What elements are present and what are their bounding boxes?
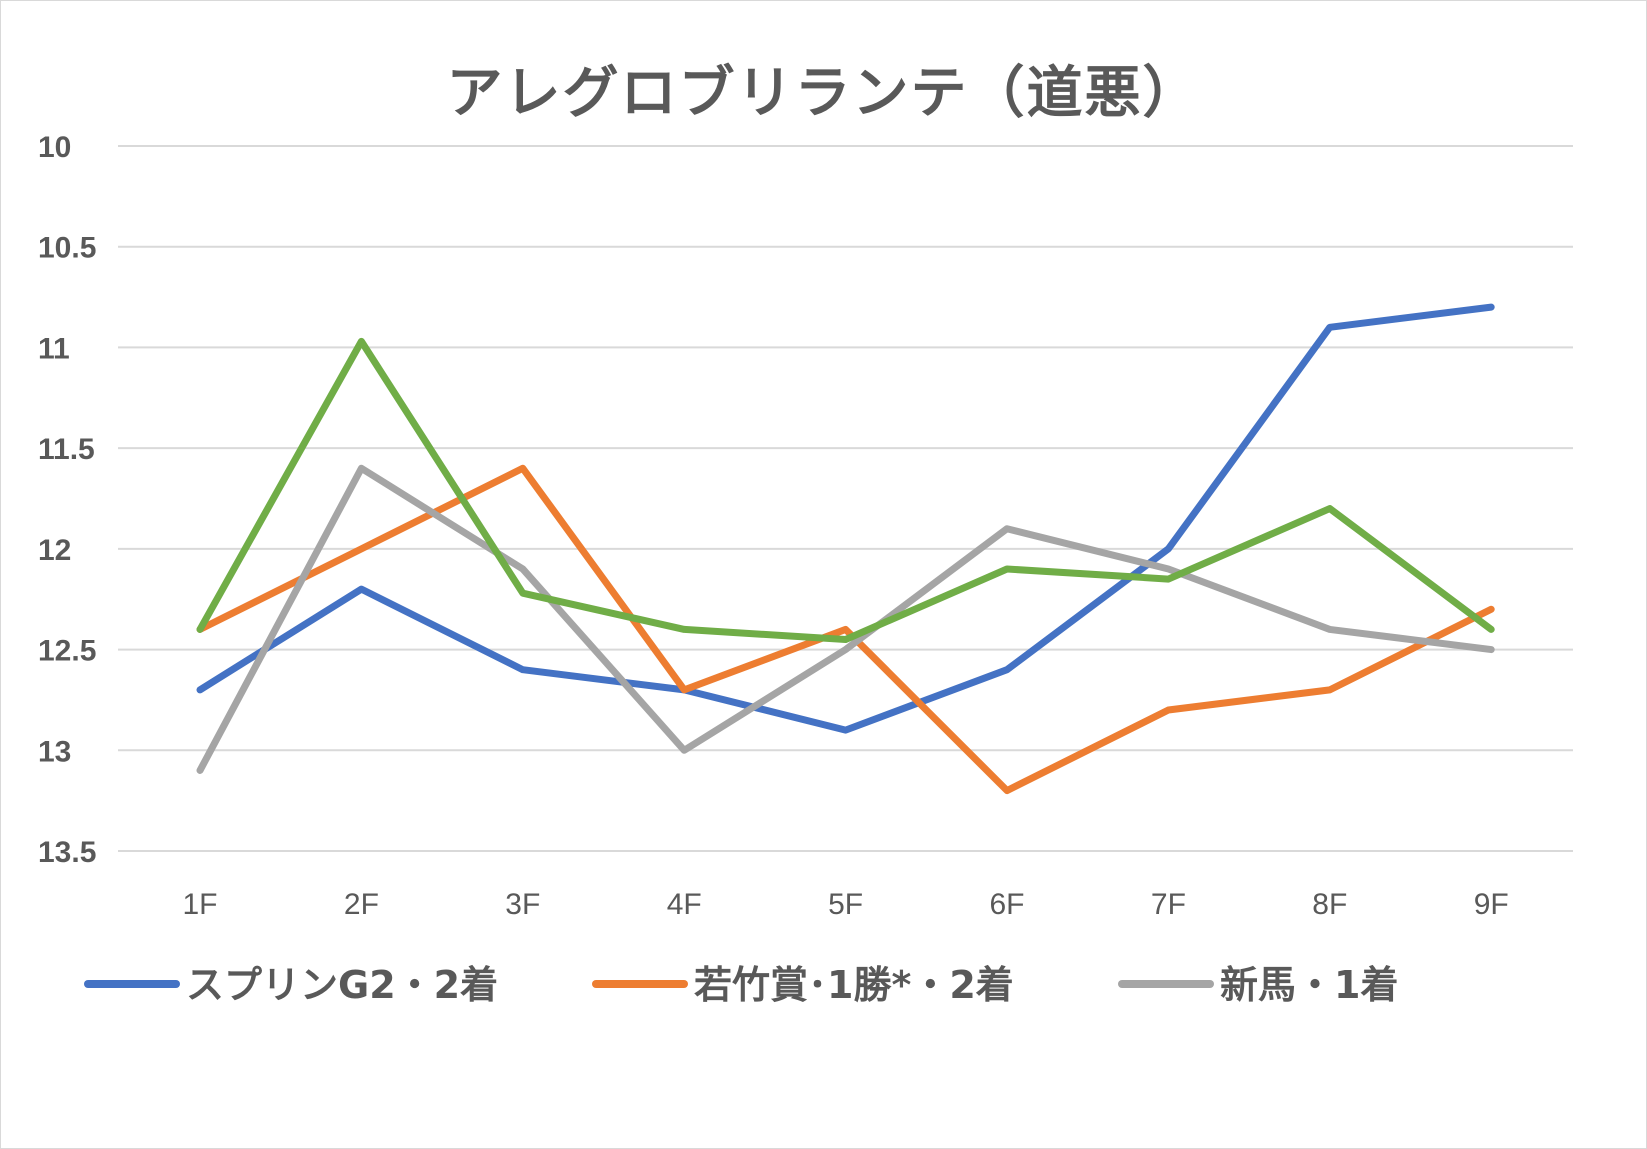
legend-label: 若竹賞･1勝*・2着 bbox=[694, 963, 1014, 1007]
legend: スプリンG2・2着 若竹賞･1勝*・2着 新馬・1着 bbox=[84, 963, 1398, 1007]
series-lines bbox=[196, 303, 1495, 795]
x-tick-label: 6F bbox=[989, 888, 1024, 921]
y-tick-label: 12.5 bbox=[38, 635, 96, 668]
series-line-3 bbox=[196, 337, 1495, 643]
y-tick-label: 10.5 bbox=[38, 232, 96, 265]
series-line-0 bbox=[196, 303, 1495, 734]
x-axis-ticks: 1F 2F 3F 4F 5F 6F 7F 8F 9F bbox=[182, 888, 1508, 921]
series-line-2 bbox=[196, 464, 1495, 774]
y-tick-label: 11.5 bbox=[38, 433, 95, 466]
y-axis-ticks: 10 10.5 11 11.5 12 12.5 13 13.5 bbox=[38, 131, 96, 869]
x-tick-label: 8F bbox=[1312, 888, 1347, 921]
legend-label: 新馬・1着 bbox=[1220, 963, 1398, 1007]
chart-title: アレグロブリランテ（道悪） bbox=[446, 61, 1201, 126]
x-tick-label: 5F bbox=[828, 888, 863, 921]
y-tick-label: 11 bbox=[38, 332, 70, 365]
x-tick-label: 2F bbox=[344, 888, 379, 921]
y-tick-label: 10 bbox=[38, 131, 71, 164]
legend-label: スプリンG2・2着 bbox=[186, 963, 498, 1007]
x-tick-label: 7F bbox=[1151, 888, 1186, 921]
x-tick-label: 3F bbox=[505, 888, 540, 921]
gridlines bbox=[118, 145, 1573, 852]
series-line-1 bbox=[196, 464, 1495, 795]
x-tick-label: 4F bbox=[667, 888, 702, 921]
y-tick-label: 12 bbox=[38, 534, 71, 567]
y-tick-label: 13 bbox=[38, 735, 71, 768]
y-tick-label: 13.5 bbox=[38, 836, 96, 869]
x-tick-label: 1F bbox=[182, 888, 217, 921]
x-tick-label: 9F bbox=[1474, 888, 1509, 921]
